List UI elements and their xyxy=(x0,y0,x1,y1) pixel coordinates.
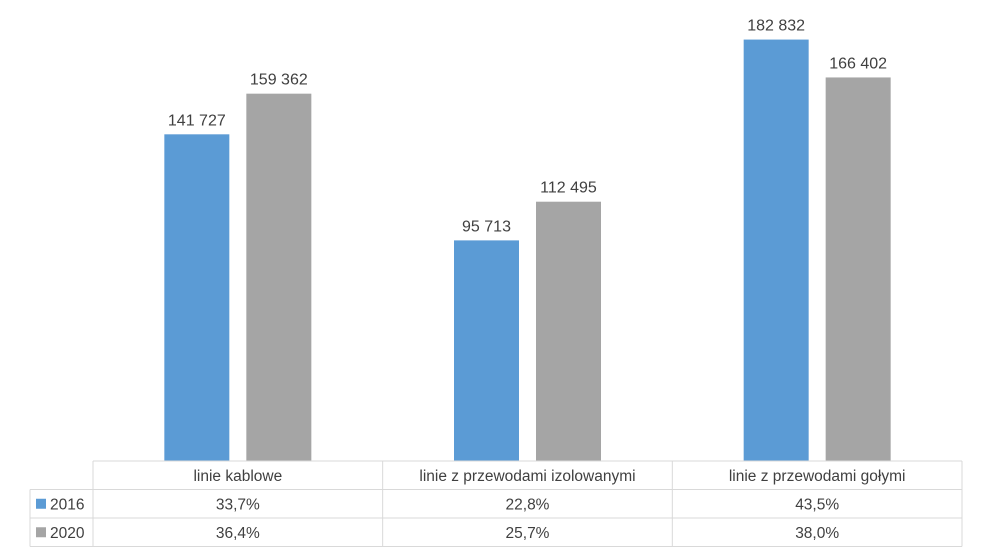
value-labels-layer: 141 727 159 362 95 713 112 495 182 832 166 40… xyxy=(168,18,887,236)
value-label-2020-0: 159 362 xyxy=(250,72,308,89)
legend-label-2016: 2016 xyxy=(50,496,84,513)
value-label-2020-2: 166 402 xyxy=(829,55,887,72)
bar-2016-0 xyxy=(164,134,230,461)
data-table: linie kablowe linie z przewodami izolowan… xyxy=(29,460,963,547)
bar-2016-2 xyxy=(743,39,809,462)
table-cell-2016-0: 33,7% xyxy=(216,496,260,513)
legend-key-2016 xyxy=(36,498,46,509)
bar-2020-0 xyxy=(246,93,312,461)
value-label-2016-1: 95 713 xyxy=(462,218,511,235)
table-cell-2020-2: 38,0% xyxy=(795,525,839,542)
table-cell-2020-1: 25,7% xyxy=(506,525,550,542)
bar-2020-2 xyxy=(825,77,891,461)
category-label-0: linie kablowe xyxy=(193,468,282,485)
value-label-2016-2: 182 832 xyxy=(747,18,805,35)
bars-layer xyxy=(164,39,891,462)
value-label-2016-0: 141 727 xyxy=(168,112,226,129)
category-label-1: linie z przewodami izolowanymi xyxy=(419,468,635,485)
legend-label-2020: 2020 xyxy=(50,525,85,542)
category-label-2: linie z przewodami gołymi xyxy=(729,468,906,485)
value-label-2020-1: 112 495 xyxy=(540,180,597,197)
table-cell-2020-0: 36,4% xyxy=(216,525,260,542)
bar-2016-1 xyxy=(454,240,519,461)
bar-2020-1 xyxy=(536,201,601,461)
table-cell-2016-2: 43,5% xyxy=(795,496,839,513)
legend-key-2020 xyxy=(36,527,46,538)
table-cell-2016-1: 22,8% xyxy=(506,496,550,513)
